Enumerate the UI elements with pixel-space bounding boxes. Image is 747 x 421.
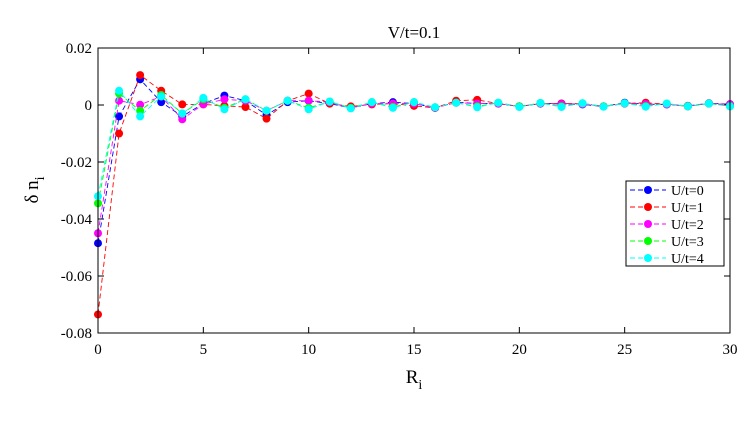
data-point (536, 99, 545, 108)
legend-box (625, 180, 725, 267)
x-tick-label: 10 (301, 342, 316, 358)
data-point (515, 102, 524, 111)
x-tick-label: 30 (723, 342, 738, 358)
data-point (599, 102, 608, 111)
data-point (283, 96, 292, 105)
x-tick-label: 25 (617, 342, 632, 358)
y-tick-label: 0.02 (66, 41, 92, 57)
data-point (136, 106, 145, 115)
y-axis-label: δ ni (22, 176, 48, 203)
chart-title: V/t=0.1 (388, 23, 441, 42)
data-point (641, 102, 650, 111)
legend-label: U/t=4 (671, 252, 704, 267)
legend-item: U/t=1 (630, 201, 704, 216)
data-point (452, 98, 461, 107)
data-point (178, 115, 187, 124)
data-point (367, 98, 376, 107)
x-axis-label-sub: i (418, 378, 422, 393)
y-tick-label: -0.04 (61, 212, 93, 228)
y-tick-label: 0 (85, 98, 93, 114)
legend-item: U/t=2 (630, 218, 704, 233)
data-point (494, 98, 503, 107)
data-point (704, 99, 713, 108)
x-axis-label: Ri (406, 367, 423, 393)
series-4 (94, 86, 734, 201)
legend-marker (644, 254, 652, 262)
data-point (115, 129, 124, 138)
data-point (557, 102, 566, 111)
y-tick-label: -0.06 (61, 269, 93, 285)
x-tick-label: 5 (200, 342, 208, 358)
plot-frame (97, 47, 731, 334)
x-tick-label: 15 (407, 342, 422, 358)
data-point (115, 86, 124, 95)
data-point (683, 102, 692, 111)
data-point (304, 89, 313, 98)
legend-marker (644, 203, 652, 211)
data-point (346, 104, 355, 113)
data-point (157, 92, 166, 101)
data-point (136, 71, 145, 80)
data-point (388, 103, 397, 112)
legend-marker (644, 186, 652, 194)
data-point (262, 114, 271, 123)
x-tick-label: 20 (512, 342, 527, 358)
data-point (199, 93, 208, 102)
data-point (136, 100, 145, 109)
y-axis-label-main: δ n (22, 180, 43, 204)
data-point (431, 103, 440, 112)
legend-label: U/t=0 (671, 184, 704, 199)
data-point (410, 98, 418, 107)
legend-marker (644, 220, 652, 228)
data-point (157, 98, 166, 107)
legend-label: U/t=1 (671, 201, 704, 216)
data-point (325, 97, 334, 106)
data-point (178, 109, 187, 118)
data-point (662, 99, 671, 108)
data-point (220, 95, 229, 104)
data-point (578, 99, 587, 108)
data-point (220, 105, 229, 114)
legend-item: U/t=0 (630, 184, 704, 199)
data-point (262, 106, 271, 115)
data-point (241, 95, 250, 104)
legend-label: U/t=2 (671, 218, 704, 233)
legend-item: U/t=3 (630, 235, 704, 250)
data-point (304, 96, 313, 105)
data-point (115, 96, 124, 105)
y-tick-label: -0.02 (61, 155, 92, 171)
series-layer (94, 71, 734, 319)
y-tick-label: -0.08 (61, 326, 92, 342)
legend-marker (644, 237, 652, 245)
data-point (136, 112, 145, 121)
y-axis-label-sub: i (33, 176, 48, 180)
x-tick-label: 0 (94, 342, 102, 358)
legend-label: U/t=3 (671, 235, 704, 250)
legend: U/t=0 U/t=1 U/t=2 U/t=3 U/t=4 (625, 180, 725, 267)
x-axis-label-main: R (406, 367, 419, 388)
legend-item: U/t=4 (630, 252, 704, 267)
data-point (473, 103, 482, 112)
data-point (304, 105, 313, 114)
data-point (178, 100, 187, 109)
data-point (620, 99, 629, 108)
data-point (241, 102, 250, 111)
